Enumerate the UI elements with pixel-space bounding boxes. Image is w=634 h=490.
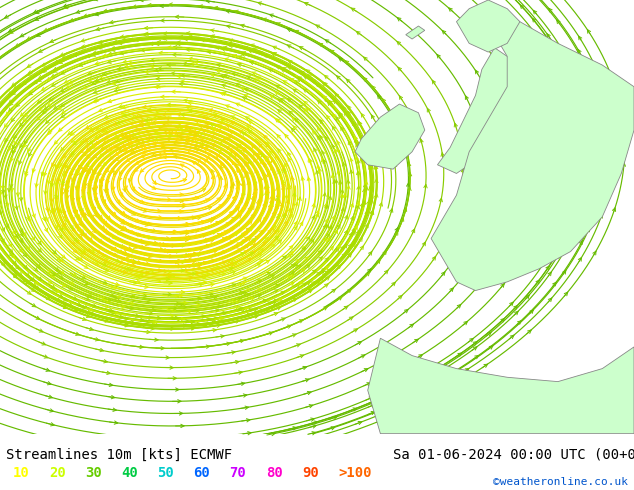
Text: Streamlines 10m [kts] ECMWF: Streamlines 10m [kts] ECMWF bbox=[6, 448, 233, 462]
Text: ©weatheronline.co.uk: ©weatheronline.co.uk bbox=[493, 477, 628, 487]
Polygon shape bbox=[406, 26, 425, 39]
Polygon shape bbox=[437, 48, 520, 173]
Polygon shape bbox=[431, 9, 634, 291]
Text: 80: 80 bbox=[266, 466, 282, 480]
Text: 10: 10 bbox=[13, 466, 29, 480]
Polygon shape bbox=[368, 338, 634, 434]
Text: 20: 20 bbox=[49, 466, 65, 480]
Polygon shape bbox=[456, 0, 520, 52]
Text: 70: 70 bbox=[230, 466, 246, 480]
Text: 40: 40 bbox=[121, 466, 138, 480]
Text: 50: 50 bbox=[157, 466, 174, 480]
Text: Sa 01-06-2024 00:00 UTC (00+00): Sa 01-06-2024 00:00 UTC (00+00) bbox=[393, 448, 634, 462]
Polygon shape bbox=[355, 104, 425, 169]
Text: 30: 30 bbox=[85, 466, 101, 480]
Text: >100: >100 bbox=[338, 466, 372, 480]
Text: 60: 60 bbox=[193, 466, 210, 480]
Text: 90: 90 bbox=[302, 466, 318, 480]
